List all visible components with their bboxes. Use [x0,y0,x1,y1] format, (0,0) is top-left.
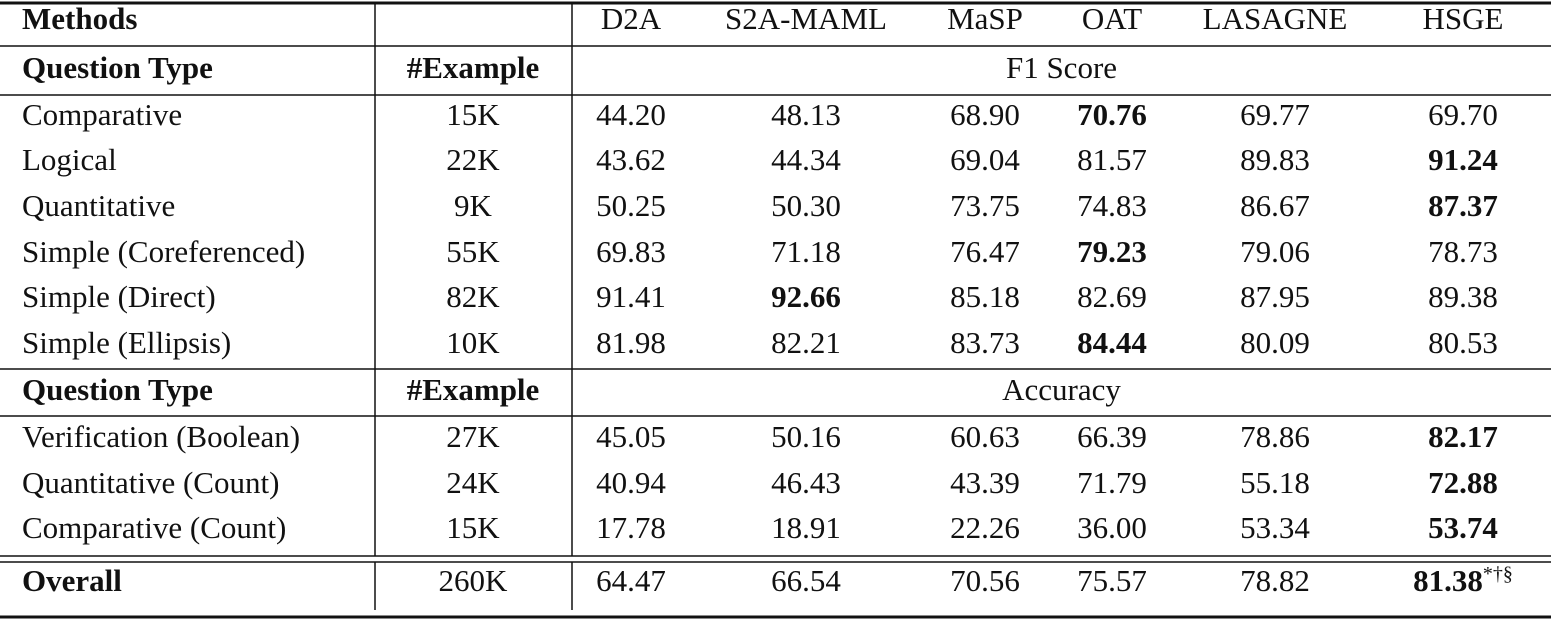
example-count: 260K [439,563,509,598]
score: 85.18 [950,279,1020,314]
score: 74.83 [1077,188,1147,223]
score: 44.20 [596,97,666,132]
example-count: 55K [446,234,500,269]
score: 91.24 [1428,142,1498,177]
score: 44.34 [771,142,841,177]
model-name: LASAGNE [1203,1,1348,36]
score: 80.53 [1428,325,1498,360]
score: 92.66 [771,279,841,314]
score: 69.04 [950,142,1020,177]
score-value: 81.38 [1413,563,1483,598]
score: 64.47 [596,563,666,598]
model-name: HSGE [1423,1,1504,36]
score: 76.47 [950,234,1020,269]
score: 53.34 [1240,510,1310,545]
score: 82.21 [771,325,841,360]
score: 89.38 [1428,279,1498,314]
score: 79.06 [1240,234,1310,269]
overall-label: Overall [22,563,122,598]
question-type: Verification (Boolean) [22,419,300,454]
score: 18.91 [771,510,841,545]
score: 71.18 [771,234,841,269]
score: 40.94 [596,465,666,500]
example-count: 9K [454,188,493,223]
question-type: Quantitative (Count) [22,465,279,500]
question-type: Logical [22,142,117,177]
question-type: Quantitative [22,188,175,223]
significance-marker: *†§ [1483,563,1513,585]
example-count: 27K [446,419,500,454]
score: 79.23 [1077,234,1147,269]
score: 68.90 [950,97,1020,132]
score: 83.73 [950,325,1020,360]
example-label: #Example [407,372,540,407]
score: 36.00 [1077,510,1147,545]
score: 48.13 [771,97,841,132]
score: 55.18 [1240,465,1310,500]
question-type-label: Question Type [22,50,213,85]
score: 82.69 [1077,279,1147,314]
metric-label: Accuracy [1002,372,1121,407]
score: 50.16 [771,419,841,454]
score: 75.57 [1077,563,1147,598]
question-type: Simple (Direct) [22,279,216,314]
score: 69.83 [596,234,666,269]
metric-label: F1 Score [1006,50,1117,85]
score: 66.39 [1077,419,1147,454]
score: 81.57 [1077,142,1147,177]
score: 73.75 [950,188,1020,223]
score: 43.39 [950,465,1020,500]
score: 70.76 [1077,97,1147,132]
model-name: S2A-MAML [725,1,887,36]
score: 69.77 [1240,97,1310,132]
example-count: 15K [446,510,500,545]
score: 89.83 [1240,142,1310,177]
question-type: Comparative [22,97,182,132]
score: 78.82 [1240,563,1310,598]
score: 50.25 [596,188,666,223]
score: 72.88 [1428,465,1498,500]
score: 78.86 [1240,419,1310,454]
model-name: MaSP [947,1,1023,36]
score: 70.56 [950,563,1020,598]
example-count: 15K [446,97,500,132]
score: 43.62 [596,142,666,177]
question-type: Simple (Ellipsis) [22,325,231,360]
example-count: 22K [446,142,500,177]
score: 60.63 [950,419,1020,454]
question-type-label: Question Type [22,372,213,407]
score: 69.70 [1428,97,1498,132]
question-type: Comparative (Count) [22,510,286,545]
score: 78.73 [1428,234,1498,269]
example-count: 10K [446,325,500,360]
score: 50.30 [771,188,841,223]
score: 81.38*†§ [1413,563,1513,599]
model-name: D2A [601,1,662,36]
score: 53.74 [1428,510,1498,545]
score: 87.95 [1240,279,1310,314]
example-count: 82K [446,279,500,314]
score: 71.79 [1077,465,1147,500]
model-name: OAT [1082,1,1142,36]
score: 91.41 [596,279,666,314]
score: 17.78 [596,510,666,545]
score: 81.98 [596,325,666,360]
score: 45.05 [596,419,666,454]
header-methods: Methods [22,1,137,36]
score: 80.09 [1240,325,1310,360]
score: 87.37 [1428,188,1498,223]
example-count: 24K [446,465,500,500]
example-label: #Example [407,50,540,85]
score: 86.67 [1240,188,1310,223]
score: 82.17 [1428,419,1498,454]
score: 46.43 [771,465,841,500]
question-type: Simple (Coreferenced) [22,234,305,269]
score: 66.54 [771,563,841,598]
score: 84.44 [1077,325,1147,360]
score: 22.26 [950,510,1020,545]
